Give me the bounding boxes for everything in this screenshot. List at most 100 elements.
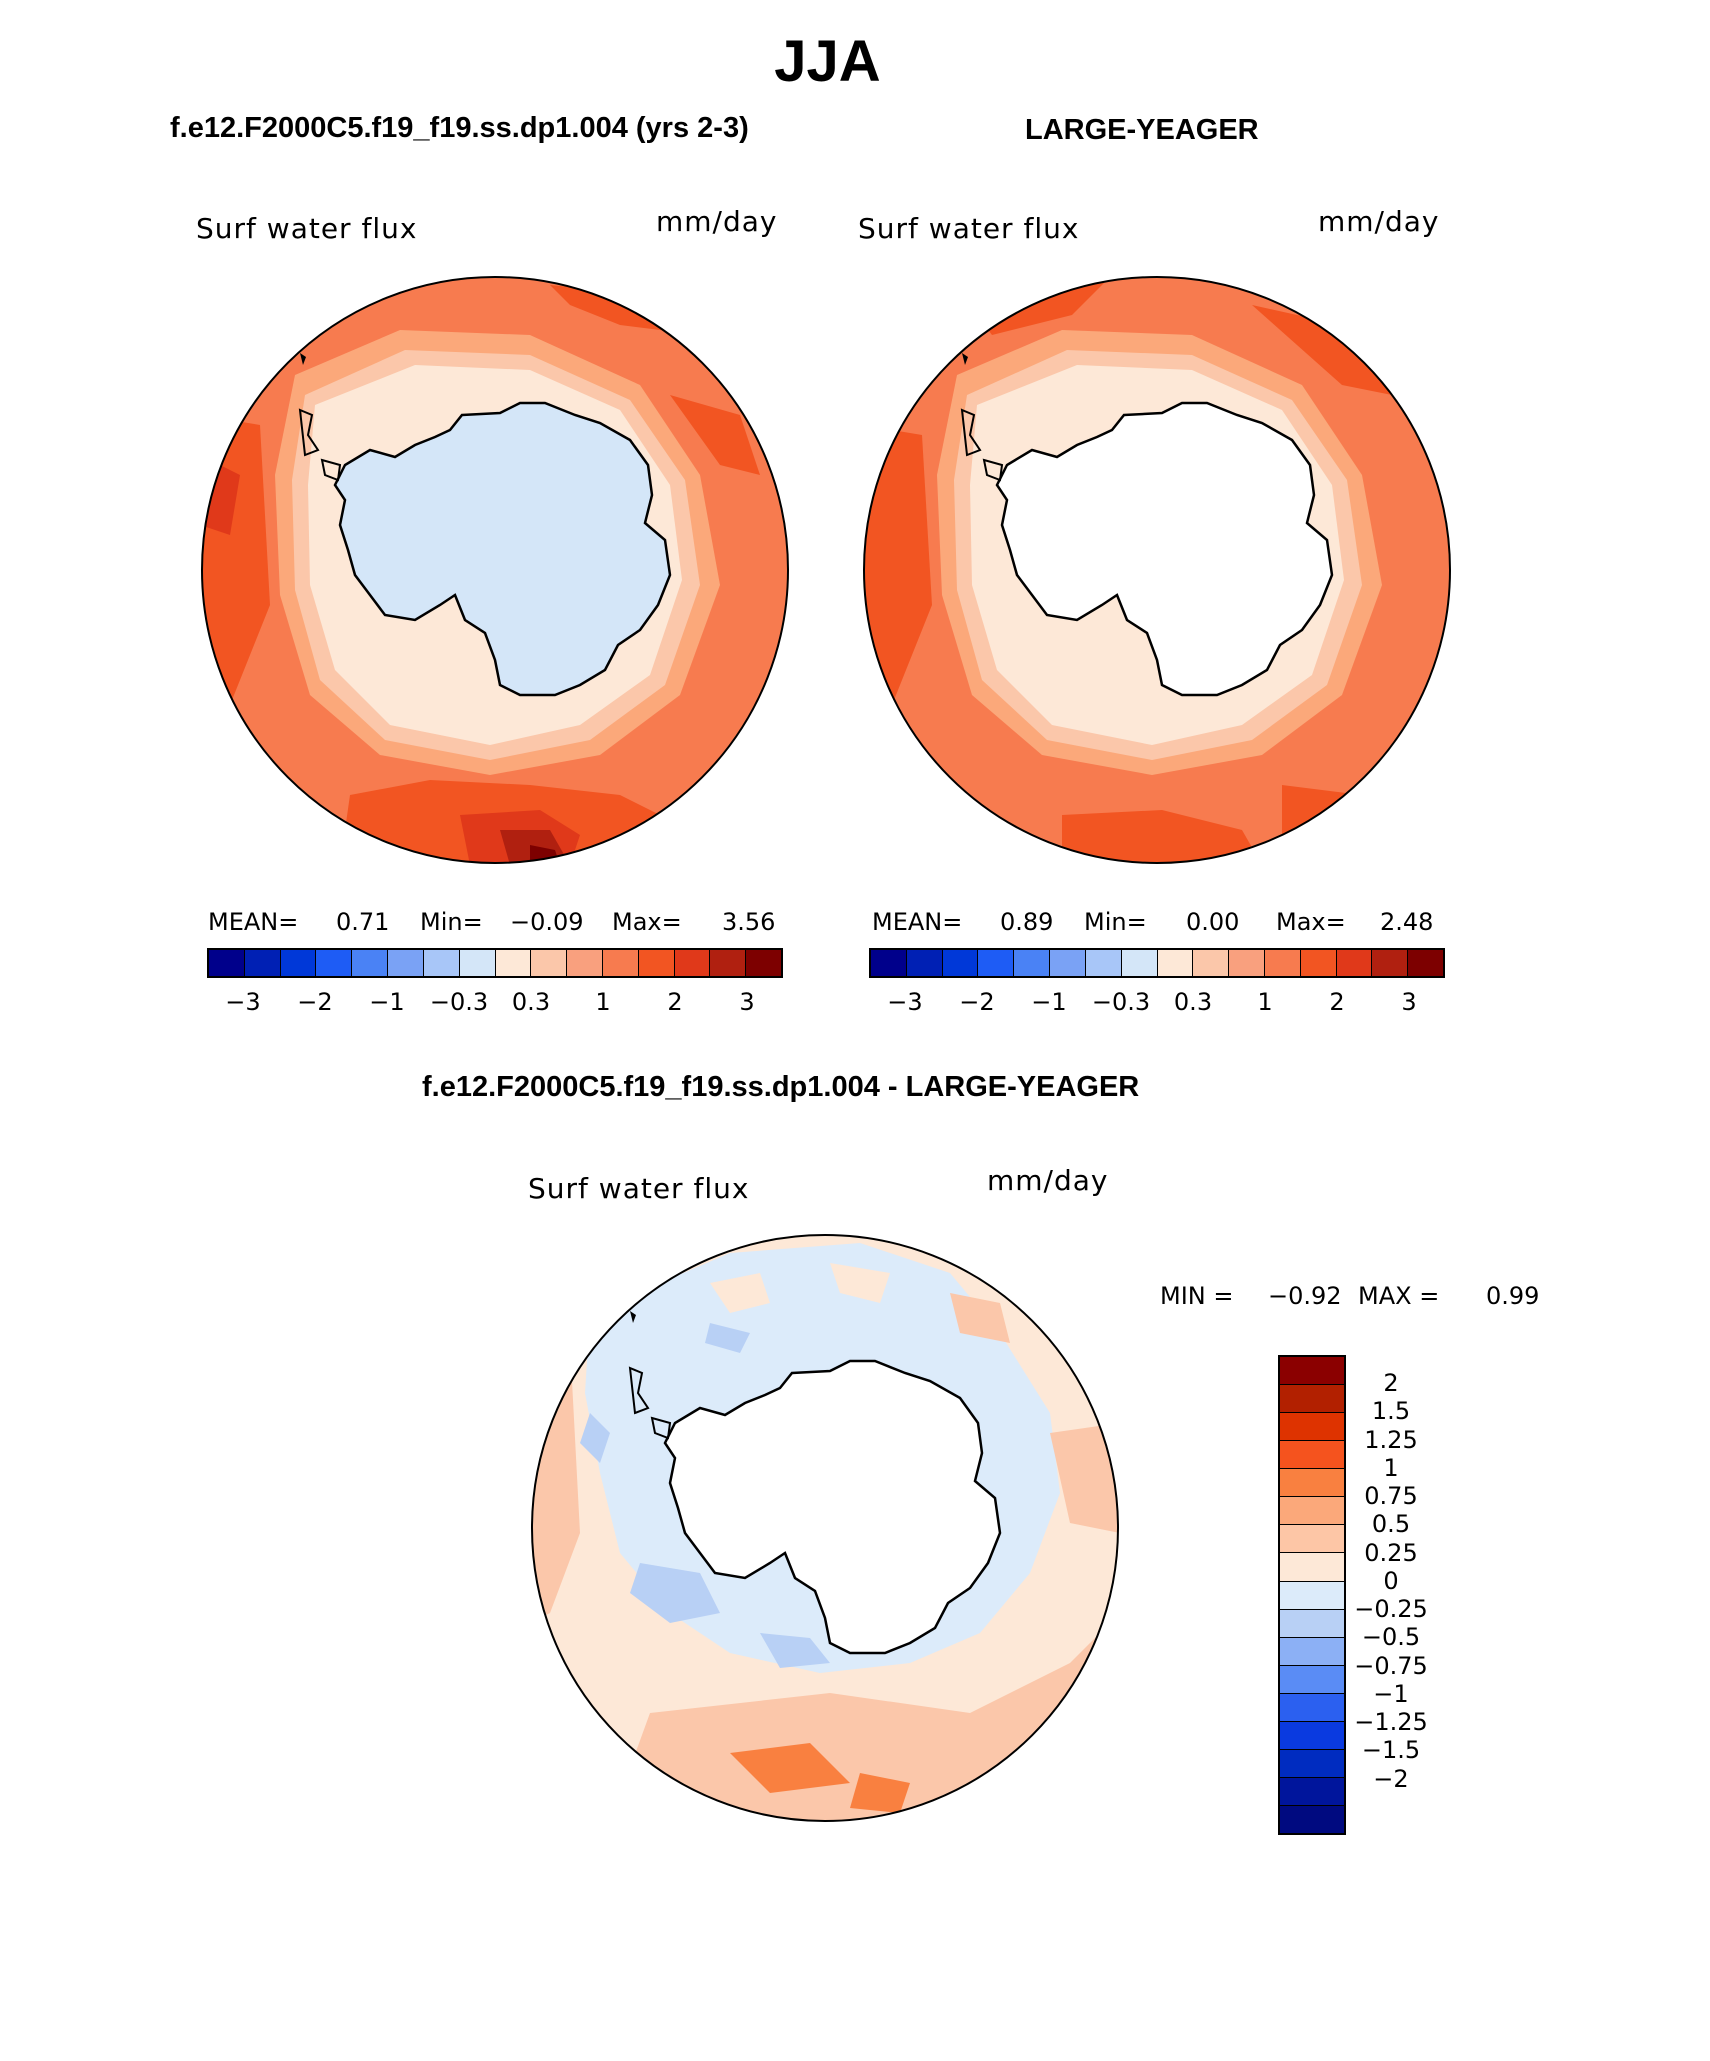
min-label: MIN = (1160, 1282, 1234, 1310)
colorbar-swatch (209, 950, 245, 976)
colorbar-level-label: 1.25 (1364, 1425, 1418, 1454)
field-label-model: Surf water flux (196, 212, 418, 245)
max-value: 0.99 (1486, 1282, 1540, 1310)
colorbar-swatch (316, 950, 353, 976)
colorbar-swatch (495, 950, 532, 976)
colorbar-swatch (1264, 950, 1301, 976)
colorbar-tick-label: −2 (297, 988, 333, 1016)
colorbar-swatch (602, 950, 639, 976)
panel-header-observations: LARGE-YEAGER (1025, 114, 1259, 146)
colorbar-swatch (1280, 1553, 1344, 1582)
colorbar-swatch (710, 950, 747, 976)
colorbar-swatch (1229, 950, 1265, 976)
colorbar-level-label: −0.25 (1354, 1595, 1428, 1624)
colorbar-swatch (906, 950, 943, 976)
colorbar-tick-label: 2 (1329, 988, 1345, 1016)
colorbar-swatch (942, 950, 979, 976)
colorbar-swatch (978, 950, 1015, 976)
colorbar-swatch (1280, 1749, 1344, 1778)
colorbar-labels-difference: 2 1.5 1.25 1 0.75 0.5 0.25 0 −0.25 −0.5 −0.75 −1 −1.… (1346, 1355, 1436, 1835)
colorbar-level-label: 0.75 (1364, 1482, 1418, 1511)
colorbar-swatch (352, 950, 389, 976)
colorbar-level-label: 0.25 (1364, 1538, 1418, 1567)
colorbar-swatch (1085, 950, 1122, 976)
polar-map-observations (863, 276, 1451, 864)
colorbar-swatch (1280, 1777, 1344, 1806)
colorbar-swatch (746, 950, 781, 976)
colorbar-swatch (1280, 1441, 1344, 1470)
colorbar-level-label: −0.5 (1361, 1623, 1421, 1652)
colorbar-ticks-observations: −3 −2 −1 −0.3 0.3 1 2 3 (869, 988, 1445, 1020)
colorbar-ticks-model: −3 −2 −1 −0.3 0.3 1 2 3 (207, 988, 783, 1020)
colorbar-tick-label: −1 (369, 988, 405, 1016)
colorbar-swatch (1280, 1497, 1344, 1526)
colorbar-swatch (1280, 1581, 1344, 1610)
colorbar-swatch (1408, 950, 1443, 976)
colorbar-tick-label: 1 (595, 988, 611, 1016)
colorbar-level-label: −2 (1373, 1764, 1409, 1793)
colorbar-swatch (1121, 950, 1158, 976)
min-value: −0.09 (510, 908, 584, 936)
colorbar-tick-label: 2 (667, 988, 683, 1016)
colorbar-tick-label: −2 (959, 988, 995, 1016)
colorbar-swatch (244, 950, 281, 976)
polar-map-model (201, 276, 789, 864)
colorbar-swatch (1280, 1721, 1344, 1750)
stats-observations: MEAN= 0.89 Min= 0.00 Max= 2.48 (872, 908, 1452, 938)
colorbar-tick-label: −0.3 (1091, 988, 1151, 1016)
colorbar-swatch (674, 950, 711, 976)
mean-value: 0.89 (1000, 908, 1054, 936)
colorbar-level-label: 1 (1383, 1453, 1399, 1482)
colorbar-tick-label: −0.3 (429, 988, 489, 1016)
min-value: 0.00 (1186, 908, 1240, 936)
colorbar-swatch (1193, 950, 1230, 976)
max-label: Max= (1276, 908, 1346, 936)
colorbar-tick-label: −3 (887, 988, 923, 1016)
colorbar-level-label: 0 (1383, 1566, 1399, 1595)
colorbar-swatch (1280, 1525, 1344, 1554)
colorbar-swatch (1372, 950, 1409, 976)
colorbar-swatch (1280, 1609, 1344, 1638)
colorbar-swatch (567, 950, 603, 976)
mean-label: MEAN= (872, 908, 963, 936)
field-label-difference: Surf water flux (528, 1172, 750, 1205)
stats-model: MEAN= 0.71 Min= −0.09 Max= 3.56 (208, 908, 788, 938)
panel-header-model: f.e12.F2000C5.f19_f19.ss.dp1.004 (yrs 2-… (170, 112, 749, 144)
max-value: 2.48 (1380, 908, 1434, 936)
colorbar-swatch (280, 950, 317, 976)
units-label-difference: mm/day (987, 1164, 1109, 1197)
colorbar-swatch (1050, 950, 1086, 976)
colorbar-swatch (459, 950, 496, 976)
colorbar-difference (1278, 1355, 1346, 1835)
difference-header: f.e12.F2000C5.f19_f19.ss.dp1.004 - LARGE… (422, 1071, 1140, 1103)
colorbar-model (207, 948, 783, 978)
units-label-observations: mm/day (1318, 205, 1440, 238)
colorbar-level-label: −1.25 (1354, 1708, 1428, 1737)
min-label: Min= (1084, 908, 1147, 936)
colorbar-tick-label: 3 (739, 988, 755, 1016)
colorbar-level-label: 0.5 (1371, 1510, 1411, 1539)
colorbar-swatch (1280, 1357, 1344, 1386)
colorbar-level-label: −1 (1373, 1679, 1409, 1708)
colorbar-level-label: −0.75 (1354, 1651, 1428, 1680)
page-title: JJA (774, 29, 881, 94)
colorbar-swatch (1280, 1637, 1344, 1666)
units-label-model: mm/day (656, 205, 778, 238)
stats-difference: MIN = −0.92 MAX = 0.99 (1160, 1282, 1560, 1312)
field-label-observations: Surf water flux (858, 212, 1080, 245)
colorbar-swatch (1014, 950, 1051, 976)
colorbar-swatch (1280, 1693, 1344, 1722)
colorbar-tick-label: −3 (225, 988, 261, 1016)
min-label: Min= (420, 908, 483, 936)
colorbar-level-label: 1.5 (1371, 1397, 1411, 1426)
colorbar-swatch (1280, 1665, 1344, 1694)
max-value: 3.56 (722, 908, 776, 936)
colorbar-swatch (1280, 1469, 1344, 1498)
colorbar-tick-label: −1 (1031, 988, 1067, 1016)
colorbar-swatch (388, 950, 424, 976)
mean-label: MEAN= (208, 908, 299, 936)
min-value: −0.92 (1268, 1282, 1342, 1310)
colorbar-swatch (423, 950, 460, 976)
polar-map-difference (531, 1234, 1119, 1822)
colorbar-tick-label: 3 (1401, 988, 1417, 1016)
